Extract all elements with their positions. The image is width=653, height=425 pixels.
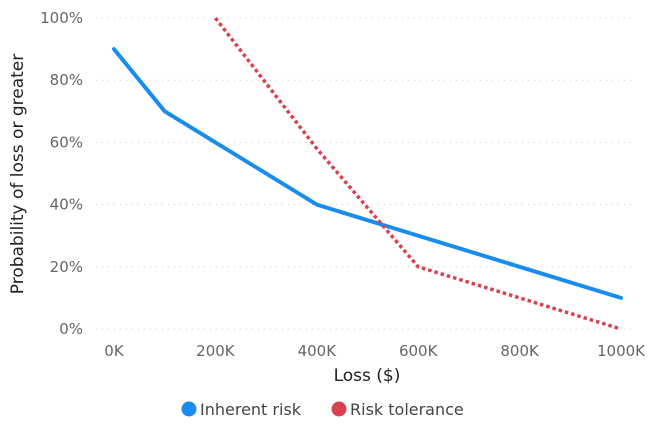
legend-marker bbox=[181, 401, 197, 417]
legend-label: Risk tolerance bbox=[350, 400, 464, 419]
x-axis-ticks: 0K 200K 400K 600K 800K 1000K bbox=[104, 342, 646, 360]
y-tick-label: 40% bbox=[50, 196, 83, 214]
legend: Inherent risk Risk tolerance bbox=[181, 400, 464, 419]
y-axis-ticks: 0% 20% 40% 60% 80% 100% bbox=[40, 9, 83, 338]
x-tick-label: 0K bbox=[104, 342, 125, 360]
series-line-1 bbox=[112, 47, 623, 300]
gridlines bbox=[96, 17, 634, 330]
y-tick-label: 0% bbox=[59, 320, 83, 338]
legend-label: Inherent risk bbox=[200, 400, 302, 419]
x-tick-label: 200K bbox=[196, 342, 236, 360]
y-tick-label: 20% bbox=[50, 258, 83, 276]
series-line-2 bbox=[214, 16, 622, 331]
y-tick-label: 100% bbox=[40, 9, 83, 27]
x-tick-label: 600K bbox=[399, 342, 439, 360]
y-tick-label: 80% bbox=[50, 71, 83, 89]
x-tick-label: 1000K bbox=[597, 342, 646, 360]
series-lines bbox=[112, 16, 623, 331]
legend-marker bbox=[331, 401, 347, 417]
y-tick-label: 60% bbox=[50, 133, 83, 151]
x-tick-label: 400K bbox=[298, 342, 338, 360]
y-axis-title: Probability of loss or greater bbox=[8, 54, 28, 295]
x-tick-label: 800K bbox=[500, 342, 540, 360]
x-axis-title: Loss ($) bbox=[334, 366, 401, 386]
